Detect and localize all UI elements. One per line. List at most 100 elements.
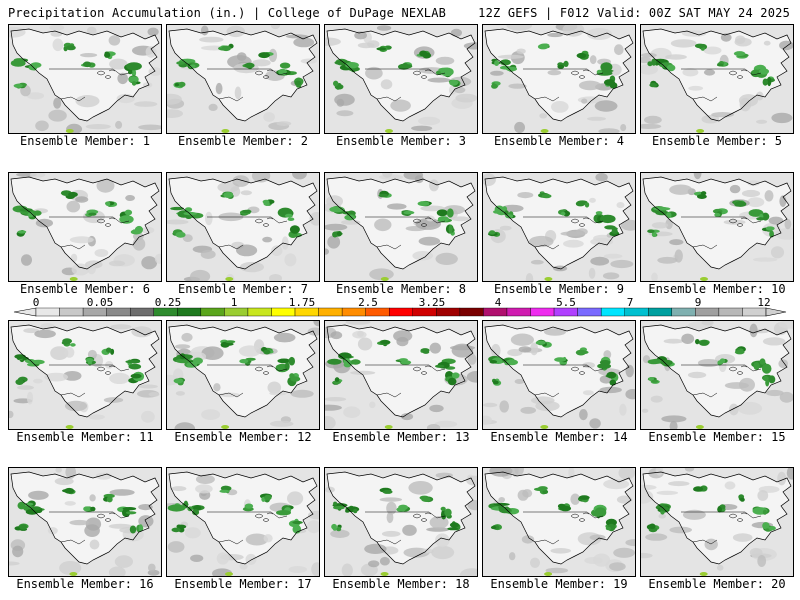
- colorbar-swatch: [742, 307, 767, 317]
- precip-map: [482, 467, 636, 577]
- ensemble-member-label: Ensemble Member: 7: [177, 282, 309, 296]
- ensemble-member-label: Ensemble Member: 9: [493, 282, 625, 296]
- ensemble-member-panel: Ensemble Member: 5: [640, 24, 794, 148]
- precip-map: [166, 467, 320, 577]
- ensemble-member-label: Ensemble Member: 13: [332, 430, 470, 444]
- ensemble-member-label: Ensemble Member: 15: [648, 430, 786, 444]
- colorbar-swatch: [341, 307, 366, 317]
- ensemble-member-panel: Ensemble Member: 15: [640, 320, 794, 444]
- ensemble-member-panel: Ensemble Member: 11: [8, 320, 162, 444]
- colorbar-tick-label: 1.75: [289, 296, 316, 309]
- ensemble-member-panel: Ensemble Member: 4: [482, 24, 636, 148]
- colorbar-tick-label: 0.25: [155, 296, 182, 309]
- chart-title: Precipitation Accumulation (in.) | Colle…: [8, 6, 447, 20]
- ensemble-member-panel: Ensemble Member: 18: [324, 467, 478, 591]
- colorbar-swatch: [82, 307, 107, 317]
- colorbar-swatch: [294, 307, 319, 317]
- ensemble-member-panel: Ensemble Member: 1: [8, 24, 162, 148]
- ensemble-member-label: Ensemble Member: 4: [493, 134, 625, 148]
- colorbar-swatch: [718, 307, 743, 317]
- precip-map: [324, 467, 478, 577]
- ensemble-member-label: Ensemble Member: 17: [174, 577, 312, 591]
- colorbar-tick-label: 2.5: [358, 296, 378, 309]
- colorbar-tick-label: 12: [757, 296, 770, 309]
- colorbar-swatch: [459, 307, 484, 317]
- colorbar-swatch: [129, 307, 154, 317]
- ensemble-member-panel: Ensemble Member: 3: [324, 24, 478, 148]
- colorbar-swatch: [59, 307, 84, 317]
- ensemble-member-label: Ensemble Member: 10: [648, 282, 786, 296]
- ensemble-member-panel: Ensemble Member: 13: [324, 320, 478, 444]
- precip-map: [324, 24, 478, 134]
- ensemble-member-panel: Ensemble Member: 12: [166, 320, 320, 444]
- ensemble-member-label: Ensemble Member: 12: [174, 430, 312, 444]
- colorbar-swatch: [553, 307, 578, 317]
- ensemble-member-label: Ensemble Member: 5: [651, 134, 783, 148]
- precip-colorbar: 0 0.05 0.25 1 1.75 2.5 3.25 4 5.5 7 9 12: [13, 296, 787, 317]
- precip-map: [8, 320, 162, 430]
- precip-map: [8, 24, 162, 134]
- colorbar-swatch: [412, 307, 437, 317]
- precip-map: [324, 320, 478, 430]
- precip-map: [482, 320, 636, 430]
- ensemble-member-panel: Ensemble Member: 8: [324, 172, 478, 296]
- colorbar-swatch: [577, 307, 602, 317]
- precip-map: [640, 467, 794, 577]
- ensemble-member-panel: Ensemble Member: 9: [482, 172, 636, 296]
- colorbar-swatch: [695, 307, 720, 317]
- precip-map: [8, 172, 162, 282]
- precip-map: [640, 320, 794, 430]
- colorbar-swatch: [600, 307, 625, 317]
- precip-map: [166, 320, 320, 430]
- colorbar-swatch: [389, 307, 413, 317]
- colorbar-swatch: [365, 307, 390, 317]
- ensemble-member-label: Ensemble Member: 2: [177, 134, 309, 148]
- colorbar-tick-label: 0.05: [87, 296, 114, 309]
- precip-map: [166, 172, 320, 282]
- colorbar-right-arrow: [765, 307, 787, 317]
- colorbar-swatch: [177, 307, 202, 317]
- colorbar-tick-label: 7: [627, 296, 634, 309]
- colorbar-swatch: [624, 307, 649, 317]
- precip-map: [640, 24, 794, 134]
- colorbar-swatch: [671, 307, 696, 317]
- colorbar-swatch: [200, 307, 225, 317]
- colorbar-swatch: [506, 307, 531, 317]
- colorbar-swatch: [318, 307, 343, 317]
- ensemble-member-panel: Ensemble Member: 17: [166, 467, 320, 591]
- model-run-info: 12Z GEFS | F012 Valid: 00Z SAT MAY 24 20…: [478, 6, 790, 20]
- ensemble-member-panel: Ensemble Member: 14: [482, 320, 636, 444]
- ensemble-member-label: Ensemble Member: 6: [19, 282, 151, 296]
- precip-map: [640, 172, 794, 282]
- ensemble-member-panel: Ensemble Member: 6: [8, 172, 162, 296]
- colorbar-tick-label: 9: [695, 296, 702, 309]
- colorbar-tick-label: 0: [33, 296, 40, 309]
- colorbar-swatch: [35, 307, 60, 317]
- precip-map: [324, 172, 478, 282]
- ensemble-member-panel: Ensemble Member: 10: [640, 172, 794, 296]
- ensemble-member-label: Ensemble Member: 8: [335, 282, 467, 296]
- colorbar-swatch: [153, 307, 178, 317]
- ensemble-member-label: Ensemble Member: 16: [16, 577, 154, 591]
- colorbar-swatch: [648, 307, 673, 317]
- colorbar-tick-label: 1: [231, 296, 238, 309]
- colorbar-swatch: [271, 307, 296, 317]
- ensemble-member-panel: Ensemble Member: 2: [166, 24, 320, 148]
- colorbar-swatch: [224, 307, 249, 317]
- colorbar-swatch: [436, 307, 461, 317]
- precip-map: [482, 172, 636, 282]
- colorbar-tick-label: 3.25: [419, 296, 446, 309]
- ensemble-member-label: Ensemble Member: 19: [490, 577, 628, 591]
- precip-map: [166, 24, 320, 134]
- colorbar-swatch: [106, 307, 131, 317]
- ensemble-member-panel: Ensemble Member: 20: [640, 467, 794, 591]
- ensemble-member-panel: Ensemble Member: 19: [482, 467, 636, 591]
- ensemble-member-label: Ensemble Member: 3: [335, 134, 467, 148]
- ensemble-member-panel: Ensemble Member: 7: [166, 172, 320, 296]
- ensemble-member-label: Ensemble Member: 11: [16, 430, 154, 444]
- colorbar-swatch: [247, 307, 272, 317]
- colorbar-tick-label: 5.5: [556, 296, 576, 309]
- ensemble-member-panel: Ensemble Member: 16: [8, 467, 162, 591]
- precip-map: [8, 467, 162, 577]
- colorbar-swatch: [483, 307, 508, 317]
